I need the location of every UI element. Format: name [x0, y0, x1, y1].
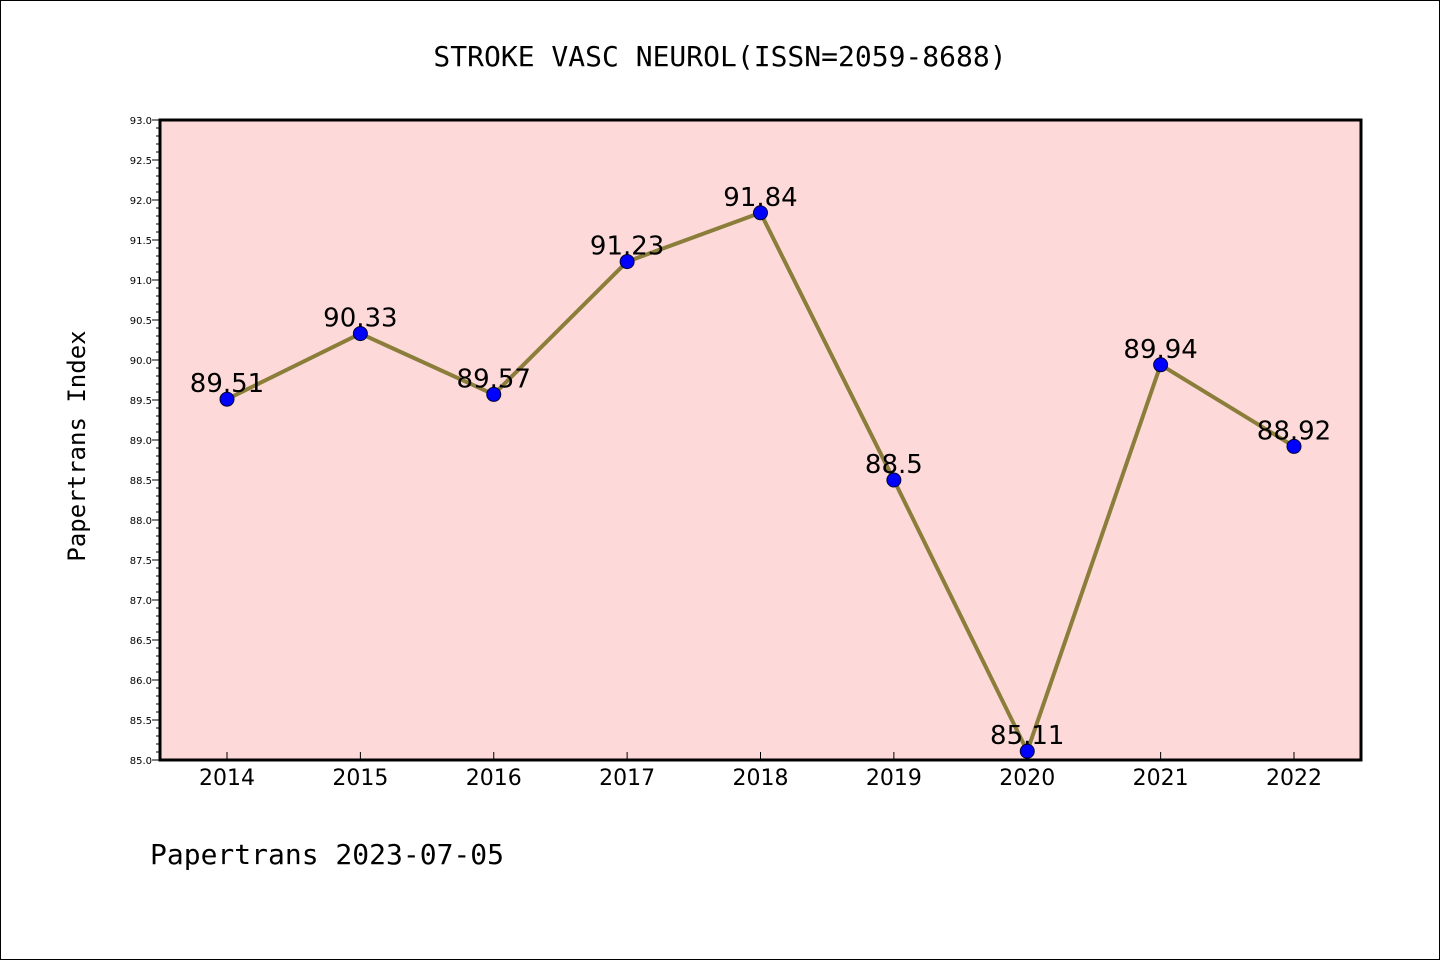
x-tick-label: 2022: [1266, 766, 1322, 791]
data-point: [1019, 743, 1035, 759]
x-tick-label: 2020: [999, 766, 1055, 791]
x-tick-label: 2015: [332, 766, 388, 791]
footer-text: Papertrans 2023-07-05: [150, 838, 504, 871]
data-label: 88.5: [865, 450, 923, 480]
data-label: 90.33: [323, 304, 397, 334]
data-label: 91.23: [590, 232, 664, 262]
x-tick-label: 2018: [733, 766, 789, 791]
y-tick-label: 86.5: [130, 636, 152, 647]
y-axis: 85.0 85.5 86.0 86.5 87.0 87.5 88.0 88.5 89.0 89.5…: [130, 116, 160, 767]
data-point: [1286, 438, 1302, 454]
y-tick-label: 90.0: [130, 356, 152, 367]
data-point: [219, 391, 235, 407]
x-tick-label: 2016: [466, 766, 522, 791]
plot-area: [160, 120, 1361, 760]
y-tick-label: 85.0: [130, 756, 152, 767]
y-tick-label: 92.5: [130, 156, 152, 167]
data-point: [1153, 357, 1169, 373]
x-axis: 2014 2015 2016 2017 2018 2019 2020 2021 2022: [199, 752, 1322, 791]
data-point: [619, 254, 635, 270]
x-tick-label: 2019: [866, 766, 922, 791]
y-tick-label: 87.5: [130, 556, 152, 567]
y-tick-label: 85.5: [130, 716, 152, 727]
data-label: 85.11: [990, 721, 1064, 751]
y-tick-label: 93.0: [130, 116, 152, 127]
y-tick-label: 89.5: [130, 396, 152, 407]
data-point: [753, 205, 768, 221]
data-point: [886, 472, 902, 488]
y-tick-label: 88.5: [130, 476, 152, 487]
y-tick-label: 90.5: [130, 316, 152, 327]
x-tick-label: 2021: [1133, 766, 1189, 791]
data-point: [352, 326, 368, 342]
data-label: 89.57: [457, 364, 531, 394]
y-tick-label: 88.0: [130, 516, 152, 527]
y-tick-label: 91.0: [130, 276, 152, 287]
y-tick-label: 91.5: [130, 236, 152, 247]
chart-title: STROKE VASC NEUROL(ISSN=2059-8688): [433, 40, 1006, 73]
data-label: 89.51: [190, 369, 264, 399]
data-label: 89.94: [1123, 335, 1197, 365]
data-label: 91.84: [723, 183, 797, 213]
y-tick-label: 89.0: [130, 436, 152, 447]
y-tick-label: 92.0: [130, 196, 152, 207]
y-tick-label: 87.0: [130, 596, 152, 607]
data-label: 88.92: [1257, 416, 1331, 446]
y-tick-label: 86.0: [130, 676, 152, 687]
y-axis-label: Papertrans Index: [63, 330, 91, 561]
x-tick-label: 2017: [599, 766, 655, 791]
plot-border: [158, 118, 1363, 762]
data-points: [219, 205, 1302, 759]
data-labels: 89.51 90.33 89.57 91.23 91.84 88.5 85.11 89.94 8…: [190, 183, 1331, 751]
data-point: [486, 386, 502, 402]
x-tick-label: 2014: [199, 766, 255, 791]
